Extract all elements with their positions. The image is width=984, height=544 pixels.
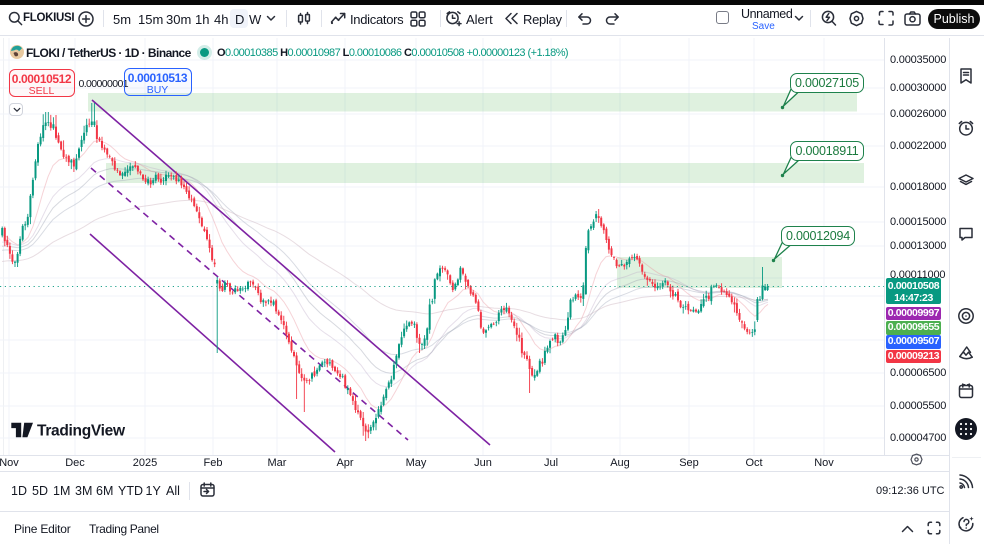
svg-text:TradingView: TradingView: [37, 423, 126, 439]
